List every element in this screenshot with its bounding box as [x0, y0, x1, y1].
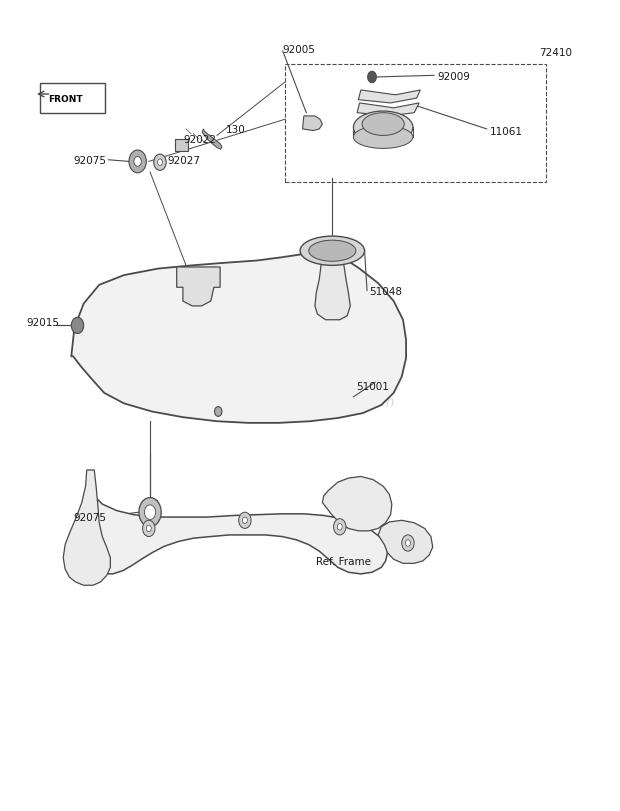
Circle shape [146, 526, 151, 532]
Circle shape [337, 524, 342, 530]
Polygon shape [303, 117, 322, 131]
Circle shape [144, 505, 156, 520]
Circle shape [71, 318, 84, 334]
Polygon shape [358, 91, 420, 104]
Circle shape [334, 519, 346, 535]
Ellipse shape [309, 241, 356, 262]
Text: 130: 130 [226, 125, 246, 135]
Polygon shape [378, 521, 433, 564]
Text: FRONT: FRONT [48, 94, 82, 104]
FancyBboxPatch shape [40, 84, 105, 114]
Ellipse shape [353, 112, 413, 144]
Circle shape [154, 155, 166, 171]
Polygon shape [71, 251, 406, 423]
Circle shape [368, 72, 376, 84]
Text: 51001: 51001 [356, 381, 389, 391]
Ellipse shape [353, 127, 413, 149]
Text: 92022: 92022 [183, 135, 216, 144]
FancyBboxPatch shape [175, 140, 188, 152]
Text: 92027: 92027 [167, 156, 200, 165]
Polygon shape [177, 268, 220, 307]
Text: 92015: 92015 [26, 318, 59, 328]
Ellipse shape [300, 237, 365, 266]
Text: 92075: 92075 [73, 156, 106, 165]
Circle shape [215, 407, 222, 417]
Circle shape [239, 513, 251, 529]
Text: eReplacementParts.com: eReplacementParts.com [225, 394, 395, 409]
Circle shape [405, 540, 410, 547]
Ellipse shape [362, 114, 404, 136]
Circle shape [143, 521, 155, 537]
Polygon shape [315, 255, 350, 320]
Polygon shape [87, 472, 388, 574]
Text: 92075: 92075 [73, 513, 106, 522]
Circle shape [129, 151, 146, 174]
Circle shape [402, 535, 414, 551]
Polygon shape [322, 477, 392, 531]
Text: 92005: 92005 [282, 45, 315, 55]
Circle shape [134, 157, 141, 167]
Text: 92009: 92009 [438, 72, 471, 82]
Text: 72410: 72410 [539, 48, 572, 58]
Bar [285, 65, 546, 182]
Text: 11061: 11061 [490, 127, 523, 136]
Text: Ref. Frame: Ref. Frame [316, 556, 371, 566]
Circle shape [242, 517, 247, 524]
Circle shape [157, 160, 162, 166]
Text: 51048: 51048 [369, 287, 402, 297]
Circle shape [139, 498, 161, 527]
Polygon shape [357, 104, 419, 117]
Polygon shape [63, 470, 110, 586]
Polygon shape [202, 130, 222, 150]
